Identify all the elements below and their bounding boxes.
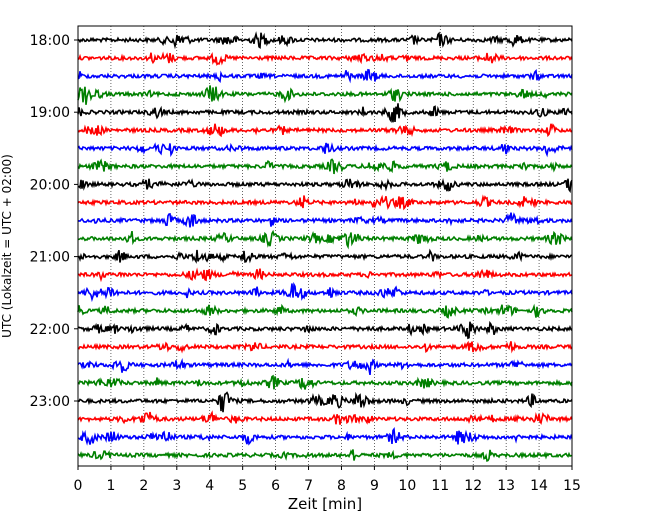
trace-1900 (77, 103, 573, 123)
trace-2145 (77, 303, 573, 319)
trace-2230 (77, 357, 573, 376)
y-tick-label: 22:00 (30, 322, 70, 338)
trace-2115 (77, 267, 573, 283)
trace-2045 (78, 229, 573, 250)
x-tick-label: 3 (172, 478, 181, 494)
x-tick-label: 14 (530, 478, 548, 494)
trace-1800 (77, 31, 573, 50)
trace-2345 (77, 449, 572, 462)
traces (77, 31, 573, 462)
trace-2130 (77, 281, 573, 303)
trace-2300 (77, 391, 573, 413)
x-tick-label: 8 (337, 478, 346, 494)
trace-2100 (77, 248, 573, 264)
x-tick-label: 12 (464, 478, 482, 494)
trace-2200 (77, 320, 573, 340)
x-tick-label: 2 (139, 478, 148, 494)
trace-2245 (77, 374, 573, 391)
trace-1945 (77, 158, 573, 175)
trace-2330 (77, 427, 573, 446)
x-tick-label: 7 (304, 478, 313, 494)
trace-2315 (77, 410, 573, 425)
x-tick-label: 11 (431, 478, 449, 494)
x-ticks: 0 1 2 3 4 5 6 7 8 9 10 11 12 13 14 15 (74, 466, 581, 494)
x-tick-label: 6 (271, 478, 280, 494)
trace-2000 (77, 178, 573, 194)
x-tick-label: 4 (205, 478, 214, 494)
y-tick-label: 19:00 (30, 105, 70, 121)
y-axis-label: UTC (Lokalzeit = UTC + 02:00) (0, 154, 14, 338)
trace-1930 (77, 142, 573, 158)
y-tick-label: 23:00 (30, 394, 70, 410)
x-tick-label: 10 (398, 478, 416, 494)
trace-1830 (77, 68, 573, 84)
trace-1915 (77, 123, 573, 138)
trace-2030 (77, 212, 573, 228)
trace-2215 (77, 340, 573, 354)
x-tick-label: 0 (74, 478, 83, 494)
trace-1845 (77, 85, 573, 105)
x-tick-label: 5 (238, 478, 247, 494)
x-axis-label: Zeit [min] (288, 495, 362, 513)
x-tick-label: 1 (106, 478, 115, 494)
plot-frame (77, 25, 573, 467)
x-tick-label: 9 (370, 478, 379, 494)
trace-1815 (77, 51, 573, 66)
y-ticks: 18:00 19:00 20:00 21:00 22:00 23:00 (30, 33, 78, 410)
y-tick-label: 21:00 (30, 250, 70, 266)
x-tick-label: 13 (497, 478, 515, 494)
trace-2015 (77, 194, 572, 211)
y-tick-label: 20:00 (30, 177, 70, 193)
x-tick-label: 15 (563, 478, 581, 494)
y-tick-label: 18:00 (30, 33, 70, 49)
